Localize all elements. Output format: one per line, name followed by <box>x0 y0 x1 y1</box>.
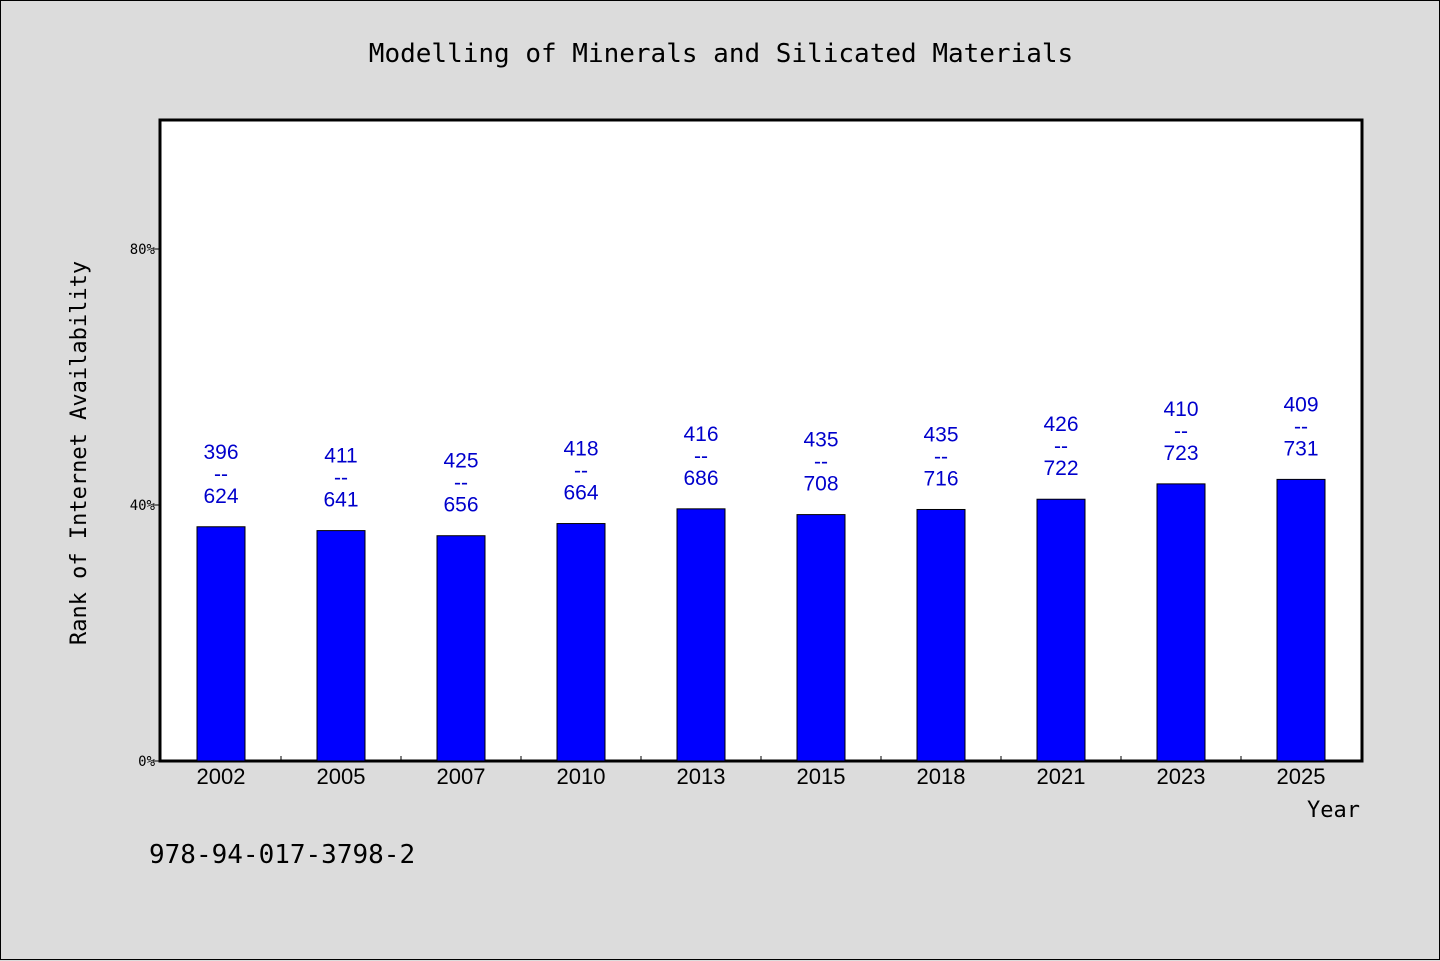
bar-label-denominator: 664 <box>563 482 598 505</box>
x-tick-label: 2023 <box>1157 764 1206 789</box>
bar <box>316 530 366 762</box>
bar-label-separator: -- <box>694 445 708 468</box>
bar-label-separator: -- <box>454 472 468 495</box>
chart-title: Modelling of Minerals and Silicated Mate… <box>369 39 1073 69</box>
bar-label-denominator: 722 <box>1043 457 1078 480</box>
bar-label-denominator: 723 <box>1163 442 1198 465</box>
bar-label-separator: -- <box>814 451 828 474</box>
bar-series <box>196 478 1326 762</box>
bar-label-separator: -- <box>934 445 948 468</box>
bar-label-separator: -- <box>1174 420 1188 443</box>
bar-label-numerator: 396 <box>203 441 238 464</box>
bar <box>676 508 726 762</box>
bar-label-denominator: 624 <box>203 485 238 508</box>
y-tick-label: 80% <box>130 242 156 258</box>
bar-label-separator: -- <box>334 467 348 490</box>
x-tick-label: 2015 <box>797 764 846 789</box>
bar <box>196 526 246 762</box>
bar-label-denominator: 686 <box>683 467 718 490</box>
bar-label-denominator: 708 <box>803 473 838 496</box>
bar-label-denominator: 641 <box>323 489 358 512</box>
x-tick-label: 2007 <box>437 764 486 789</box>
x-tick-label: 2010 <box>557 764 606 789</box>
x-tick-label: 2013 <box>677 764 726 789</box>
bar <box>1036 498 1086 762</box>
bar-label-numerator: 410 <box>1163 398 1198 421</box>
x-tick-label: 2018 <box>917 764 966 789</box>
isbn-code: 978-94-017-3798-2 <box>149 840 415 870</box>
bar-label-numerator: 426 <box>1043 413 1078 436</box>
bar-label-numerator: 416 <box>683 423 718 446</box>
bar <box>556 523 606 762</box>
y-axis-title: Rank of Internet Availability <box>67 261 92 645</box>
data-labels: 396--624411--641425--656418--664416--686… <box>203 393 1318 516</box>
x-tick-label: 2021 <box>1037 764 1086 789</box>
y-axis: 0% 40% 80% <box>130 242 161 770</box>
x-axis: 2002 2005 2007 2010 2013 2015 2018 2021 2023 2025 <box>197 756 1326 789</box>
bar <box>916 508 966 762</box>
bar-label-numerator: 409 <box>1283 393 1318 416</box>
x-axis-title: Year <box>1307 798 1360 823</box>
bar-label-separator: -- <box>1294 415 1308 438</box>
bar <box>796 514 846 762</box>
bar-label-numerator: 435 <box>803 429 838 452</box>
y-tick-label: 40% <box>130 498 156 514</box>
bar-label-denominator: 716 <box>923 467 958 490</box>
bar-label-separator: -- <box>214 463 228 486</box>
bar-label-denominator: 656 <box>443 494 478 517</box>
x-tick-label: 2002 <box>197 764 246 789</box>
bar-label-separator: -- <box>574 460 588 483</box>
bar-label-numerator: 435 <box>923 423 958 446</box>
x-tick-label: 2025 <box>1277 764 1326 789</box>
x-tick-label: 2005 <box>317 764 366 789</box>
bar-label-separator: -- <box>1054 435 1068 458</box>
bar-label-numerator: 418 <box>563 438 598 461</box>
bar <box>1156 483 1206 762</box>
bar-label-numerator: 411 <box>324 445 357 468</box>
bar <box>1276 478 1326 762</box>
bar-label-numerator: 425 <box>443 450 478 473</box>
bar <box>436 535 486 762</box>
y-tick-label: 0% <box>138 754 155 770</box>
bar-label-denominator: 731 <box>1283 437 1318 460</box>
